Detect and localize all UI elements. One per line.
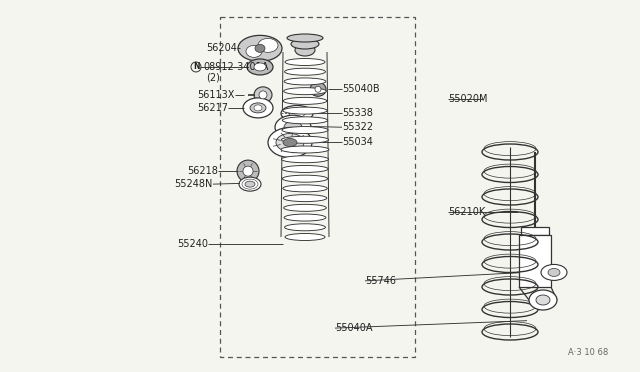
Ellipse shape [282, 136, 328, 143]
Ellipse shape [295, 44, 315, 56]
Text: 55020M: 55020M [448, 94, 488, 103]
Ellipse shape [243, 166, 253, 176]
Ellipse shape [284, 97, 327, 105]
Text: 56113X: 56113X [198, 90, 235, 100]
Text: 55040A: 55040A [335, 323, 372, 333]
Text: 55338: 55338 [342, 109, 373, 118]
Ellipse shape [254, 87, 272, 103]
Ellipse shape [239, 177, 261, 191]
Ellipse shape [289, 109, 305, 118]
Text: 56210K: 56210K [448, 207, 485, 217]
Ellipse shape [285, 234, 325, 241]
Ellipse shape [268, 128, 312, 157]
Ellipse shape [541, 264, 567, 280]
Ellipse shape [283, 107, 327, 114]
Ellipse shape [283, 185, 327, 192]
Ellipse shape [282, 175, 328, 182]
Ellipse shape [250, 103, 266, 113]
Ellipse shape [238, 35, 282, 61]
Ellipse shape [282, 117, 328, 124]
Ellipse shape [284, 78, 326, 85]
Ellipse shape [285, 58, 325, 65]
Ellipse shape [282, 126, 328, 134]
Ellipse shape [284, 214, 326, 221]
Ellipse shape [529, 290, 557, 310]
Text: 55248N: 55248N [175, 179, 213, 189]
Ellipse shape [284, 121, 302, 133]
Ellipse shape [247, 59, 273, 75]
Text: 55034: 55034 [342, 138, 373, 147]
Ellipse shape [245, 181, 255, 187]
Ellipse shape [284, 204, 326, 211]
Ellipse shape [246, 45, 262, 57]
Text: 56218: 56218 [187, 166, 218, 176]
FancyBboxPatch shape [521, 227, 549, 235]
Ellipse shape [254, 105, 262, 111]
FancyBboxPatch shape [519, 235, 551, 287]
Text: A·3 10 68: A·3 10 68 [568, 348, 608, 357]
Ellipse shape [315, 86, 321, 92]
Ellipse shape [548, 269, 560, 276]
Text: 55322: 55322 [342, 122, 373, 132]
Ellipse shape [281, 146, 329, 153]
Ellipse shape [282, 166, 328, 173]
Ellipse shape [310, 82, 326, 96]
Text: 55040B: 55040B [342, 84, 380, 94]
Ellipse shape [255, 44, 265, 52]
Ellipse shape [243, 98, 273, 118]
Ellipse shape [282, 156, 328, 163]
Ellipse shape [283, 138, 297, 147]
Text: 55240: 55240 [177, 239, 208, 248]
Ellipse shape [284, 195, 327, 202]
Text: 08912-3401A: 08912-3401A [203, 62, 268, 72]
Ellipse shape [258, 38, 278, 52]
Ellipse shape [254, 63, 266, 71]
Ellipse shape [285, 68, 326, 75]
Ellipse shape [285, 224, 326, 231]
Ellipse shape [237, 160, 259, 182]
Text: 56204: 56204 [206, 44, 237, 53]
Ellipse shape [536, 295, 550, 305]
Ellipse shape [281, 105, 313, 122]
Text: N: N [193, 62, 199, 71]
Ellipse shape [259, 91, 267, 99]
Ellipse shape [275, 115, 311, 139]
Text: 56217: 56217 [197, 103, 228, 113]
Ellipse shape [276, 134, 304, 151]
Text: (2): (2) [206, 72, 220, 82]
Ellipse shape [291, 39, 319, 49]
Text: 55746: 55746 [365, 276, 396, 286]
Ellipse shape [284, 88, 326, 94]
Ellipse shape [287, 34, 323, 42]
